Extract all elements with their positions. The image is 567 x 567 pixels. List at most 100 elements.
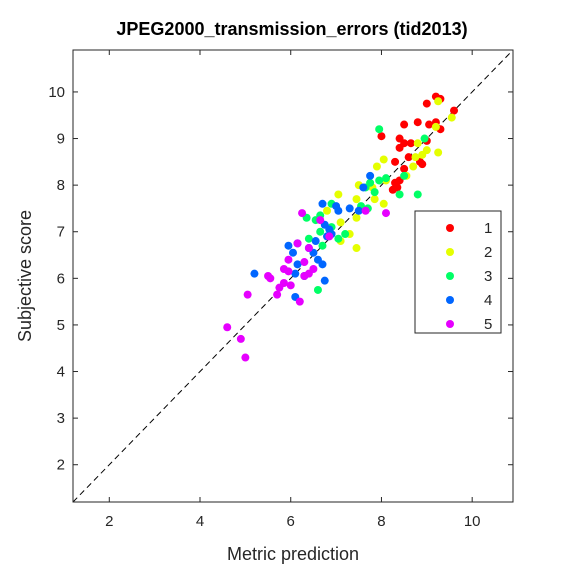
point-series-3: [413, 190, 422, 199]
legend-label-4: 4: [484, 292, 492, 309]
point-series-1: [406, 139, 415, 148]
y-tick-label: 8: [57, 177, 65, 194]
point-series-2: [352, 213, 361, 222]
point-series-5: [236, 334, 245, 343]
y-tick-label: 7: [57, 224, 65, 241]
point-series-1: [377, 132, 386, 141]
point-series-5: [298, 209, 307, 218]
point-series-4: [284, 241, 293, 250]
x-tick-label: 8: [377, 513, 385, 530]
point-series-1: [391, 157, 400, 166]
point-series-4: [289, 248, 297, 257]
point-series-3: [318, 241, 327, 250]
legend-label-2: 2: [484, 244, 492, 261]
point-series-3: [341, 230, 350, 239]
legend-label-1: 1: [484, 220, 492, 237]
point-series-4: [250, 269, 259, 278]
point-series-2: [409, 162, 418, 171]
legend-box: [414, 210, 502, 334]
point-series-2: [379, 155, 388, 164]
legend: 1 2 3 4 5: [414, 210, 502, 334]
point-series-3: [381, 174, 390, 183]
point-series-2: [447, 113, 456, 122]
point-series-2: [334, 190, 343, 199]
point-series-1: [395, 143, 404, 152]
point-series-3: [334, 234, 343, 243]
y-tick-label: 5: [57, 317, 65, 334]
y-tick-label: 4: [57, 364, 65, 381]
point-series-4: [311, 237, 320, 246]
point-series-2: [372, 162, 381, 171]
point-series-5: [325, 232, 334, 241]
y-axis-label: Subjective score: [15, 210, 35, 342]
point-series-4: [334, 206, 343, 215]
point-series-2: [336, 218, 345, 227]
x-tick-label: 4: [196, 513, 204, 530]
point-series-1: [418, 160, 427, 169]
x-axis-ticks: 2 4 6 8 10: [105, 50, 481, 530]
point-series-4: [318, 199, 327, 208]
point-series-5: [243, 290, 252, 299]
y-tick-label: 10: [48, 84, 65, 101]
point-series-2: [323, 206, 332, 215]
point-series-2: [370, 195, 379, 204]
point-series-5: [300, 272, 309, 280]
point-series-2: [431, 122, 440, 131]
point-series-2: [379, 199, 388, 208]
point-series-5: [223, 323, 232, 332]
point-series-1: [400, 164, 409, 173]
point-series-3: [395, 190, 404, 199]
legend-marker-1: [446, 224, 454, 232]
y-tick-label: 6: [57, 270, 65, 287]
point-series-2: [411, 153, 420, 162]
point-series-4: [318, 260, 327, 269]
y-axis-ticks: 2 3 4 5 6 7 8 9 10: [48, 84, 513, 474]
point-series-5: [286, 281, 295, 290]
point-series-5: [361, 206, 370, 215]
point-series-5: [273, 290, 282, 299]
y-tick-label: 3: [57, 410, 65, 427]
point-series-1: [400, 120, 409, 129]
x-axis-label: Metric prediction: [227, 544, 359, 564]
point-series-3: [375, 176, 384, 185]
point-series-3: [370, 188, 379, 197]
point-series-3: [316, 227, 325, 236]
point-series-5: [266, 274, 275, 283]
x-tick-label: 6: [287, 513, 295, 530]
point-series-4: [366, 171, 375, 180]
legend-marker-5: [446, 320, 454, 328]
x-tick-label: 10: [464, 513, 481, 530]
legend-label-3: 3: [484, 268, 492, 285]
point-series-1: [422, 99, 431, 108]
point-series-1: [404, 153, 413, 162]
point-series-1: [425, 120, 434, 129]
x-tick-label: 2: [105, 513, 113, 530]
point-series-5: [284, 255, 293, 264]
plot-frame: [72, 49, 514, 503]
point-series-2: [434, 148, 443, 157]
point-series-3: [375, 125, 384, 134]
point-series-2: [413, 139, 422, 148]
point-series-4: [293, 260, 302, 269]
point-series-2: [418, 150, 427, 159]
y-tick-label: 2: [57, 457, 65, 474]
point-series-5: [300, 258, 309, 267]
point-series-1: [388, 185, 397, 194]
legend-marker-3: [446, 272, 454, 280]
point-series-4: [320, 276, 329, 285]
point-series-1: [413, 118, 422, 127]
point-series-5: [241, 353, 250, 362]
point-series-4: [291, 269, 300, 278]
point-series-2: [352, 195, 361, 204]
legend-label-5: 5: [484, 316, 492, 333]
point-series-5: [293, 239, 302, 248]
point-series-4: [354, 206, 363, 215]
point-series-3: [304, 234, 313, 243]
point-series-5: [275, 283, 284, 292]
point-series-1: [450, 106, 459, 115]
point-series-2: [352, 244, 361, 253]
point-series-5: [284, 267, 293, 276]
y-tick-label: 9: [57, 131, 65, 148]
point-series-3: [400, 171, 409, 180]
point-series-3: [420, 134, 429, 143]
